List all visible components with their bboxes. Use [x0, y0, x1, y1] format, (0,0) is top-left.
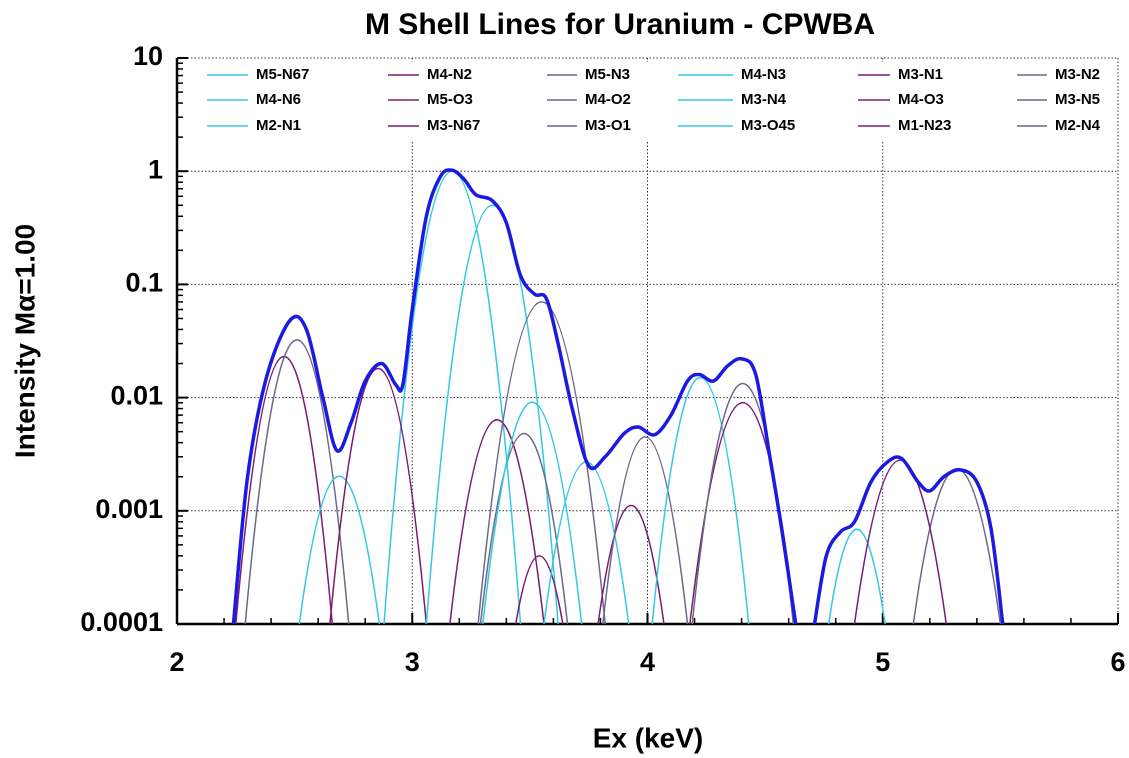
x-tick-label: 4 [640, 647, 655, 677]
chart-title: M Shell Lines for Uranium - CPWBA [365, 8, 875, 41]
legend-label: M2-N1 [256, 117, 301, 134]
series-line [449, 419, 545, 625]
y-tick-label: 0.001 [95, 494, 163, 524]
x-tick-label: 3 [405, 647, 420, 677]
y-tick-label: 0.0001 [80, 607, 163, 637]
y-axis-label: Intensity Mα=1.00 [9, 224, 40, 458]
legend-label: M3-N4 [741, 91, 787, 108]
x-tick-label: 5 [875, 647, 890, 677]
legend-label: M3-N67 [427, 117, 480, 134]
x-tick-label: 6 [1110, 647, 1125, 677]
legend-label: M4-N3 [741, 66, 786, 83]
legend-label: M4-N6 [256, 91, 301, 108]
y-tick-label: 1 [148, 154, 163, 184]
series-line [479, 432, 569, 625]
series-line [651, 376, 750, 625]
legend-label: M3-O1 [585, 117, 631, 134]
legend-label: M4-N2 [427, 66, 472, 83]
legend-label: M4-O3 [898, 91, 944, 108]
x-tick-label: 2 [169, 647, 184, 677]
series-line [425, 204, 559, 625]
series-line [515, 555, 564, 625]
legend-label: M2-N4 [1055, 117, 1101, 134]
total-line [231, 168, 1005, 625]
legend-label: M4-O2 [585, 91, 631, 108]
legend-label: M1-N23 [898, 117, 951, 134]
y-tick-label: 0.01 [110, 381, 163, 411]
y-tick-label: 10 [133, 41, 163, 71]
legend-label: M3-O45 [741, 117, 795, 134]
series-line [597, 504, 665, 625]
series-line [602, 436, 689, 625]
legend-label: M3-N5 [1055, 91, 1100, 108]
series-line [329, 367, 428, 625]
x-axis-label: Ex (keV) [593, 722, 704, 753]
legend-label: M3-N1 [898, 66, 943, 83]
series-line [482, 401, 583, 625]
legend-box [196, 62, 1116, 140]
series-line [298, 475, 381, 625]
legend-label: M3-N2 [1055, 66, 1100, 83]
legend-label: M5-N3 [585, 66, 630, 83]
y-tick-label: 0.1 [125, 268, 163, 298]
series-line [235, 355, 334, 625]
legend-label: M5-N67 [256, 66, 309, 83]
legend-label: M5-O3 [427, 91, 473, 108]
